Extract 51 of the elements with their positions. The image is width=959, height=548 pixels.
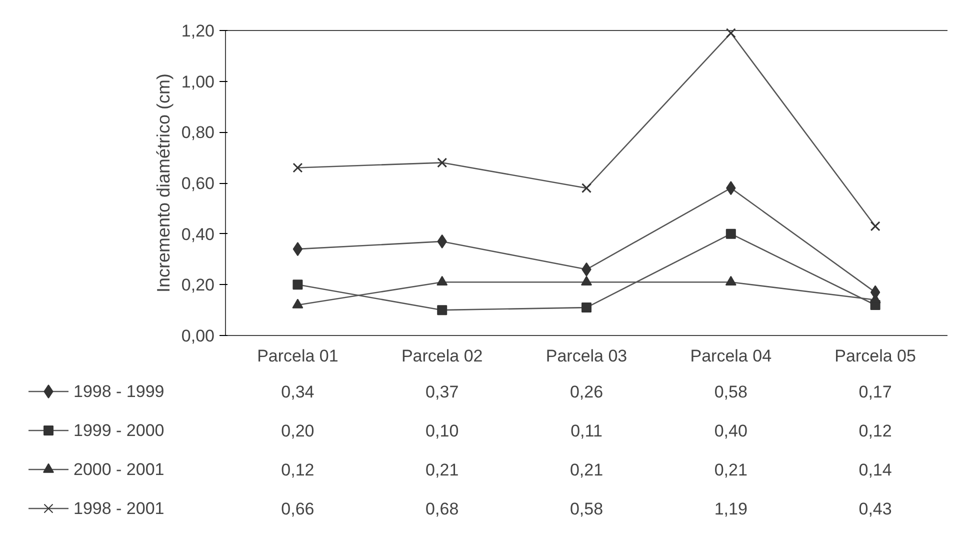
point (436, 276, 448, 286)
x-tick-label: Parcela 03 (546, 346, 628, 366)
y-tick-label: 1,20 (181, 22, 215, 40)
data-label: 0,12 (858, 422, 892, 440)
data-label: 0,34 (281, 382, 314, 402)
data-label: 0,20 (281, 422, 314, 440)
y-tick-label: 0,80 (181, 123, 215, 142)
y-tick-label: 0,60 (181, 174, 215, 193)
data-label: 0,11 (570, 422, 602, 440)
y-tick-label: 1,00 (181, 72, 215, 92)
data-label: 0,14 (858, 460, 892, 480)
point (582, 302, 592, 313)
y-tick-label: 0,00 (181, 326, 215, 346)
y-axis-title: Incremento diamétrico (cm) (153, 73, 174, 293)
data-label: 0,37 (426, 382, 459, 402)
point (437, 158, 448, 168)
point (292, 298, 304, 308)
legend-label: 1999 - 2000 (74, 421, 164, 440)
data-label: 0,66 (281, 500, 314, 518)
point (582, 183, 592, 194)
data-label: 0,21 (570, 460, 604, 480)
point (292, 242, 303, 256)
y-tick-label: 0,40 (181, 224, 215, 244)
point (292, 280, 303, 290)
data-label: 0,26 (570, 382, 604, 402)
x-tick-label: Parcela 02 (401, 346, 483, 366)
point (726, 28, 736, 38)
data-label: 0,58 (570, 500, 604, 518)
data-label: 1,19 (714, 500, 748, 518)
point (870, 221, 880, 232)
x-tick-label: Parcela 04 (690, 346, 772, 366)
legend-label: 2000 - 2001 (74, 460, 164, 479)
point (437, 305, 448, 316)
data-label: 0,21 (426, 460, 459, 480)
legend-label: 1998 - 1999 (74, 382, 164, 401)
point (292, 162, 303, 173)
data-label: 0,12 (281, 460, 314, 480)
point (581, 276, 592, 286)
x-tick-label: Parcela 05 (834, 346, 916, 366)
x-tick-label: Parcela 01 (257, 346, 338, 366)
legend-label: 1998 - 2001 (74, 499, 164, 518)
data-label: 0,21 (714, 460, 748, 480)
data-label: 0,40 (714, 422, 748, 440)
data-label: 0,58 (714, 382, 748, 402)
data-label: 0,43 (858, 500, 892, 518)
data-label: 0,68 (426, 500, 459, 518)
data-label: 0,17 (858, 382, 892, 402)
point (726, 228, 736, 239)
data-label: 0,10 (426, 422, 459, 440)
y-tick-label: 0,20 (181, 276, 215, 295)
point (725, 276, 736, 286)
